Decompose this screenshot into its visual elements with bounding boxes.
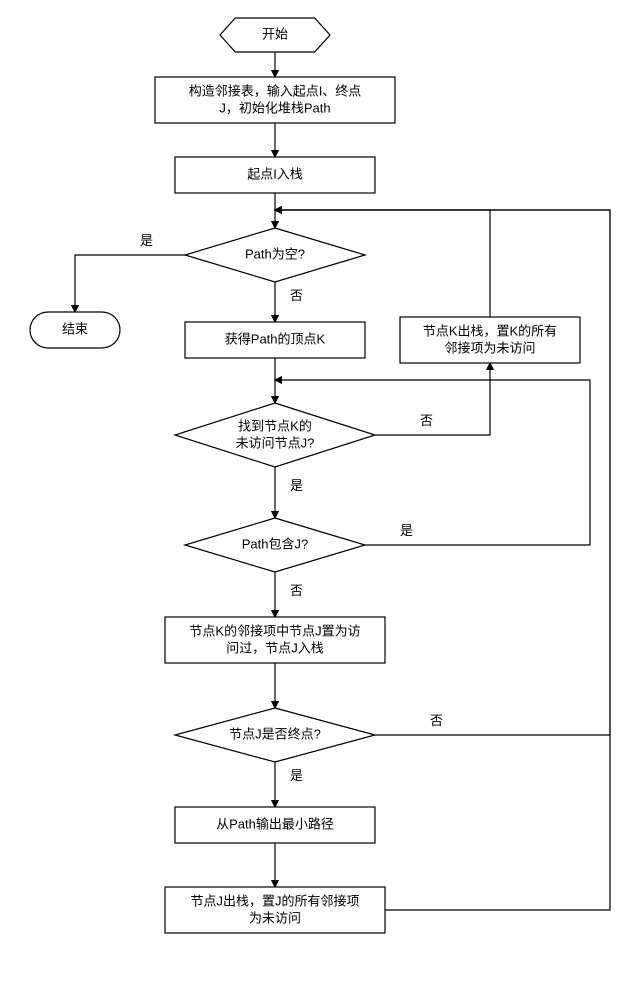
node-label: 节点J出栈，置J的所有邻接项 — [190, 893, 359, 908]
edge-label: 否 — [430, 713, 443, 728]
node-d4: 节点J是否终点? — [175, 708, 375, 762]
node-n7: 节点J出栈，置J的所有邻接项为未访问 — [165, 887, 385, 933]
nodes-group: 开始构造邻接表，输入起点I、终点 J，初始化堆栈Path 起点I入栈 Path为空? 结… — [30, 18, 580, 933]
node-n3: 获得Path的顶点K — [185, 322, 365, 358]
node-d3: Path包含J? — [185, 518, 365, 572]
node-label: 结束 — [62, 321, 88, 336]
node-start: 开始 — [220, 18, 330, 52]
edge-label: 否 — [290, 583, 303, 598]
edge-label: 是 — [400, 523, 413, 538]
node-label: Path包含J? — [242, 536, 308, 551]
edge-label: 否 — [420, 413, 433, 428]
node-d1: Path为空? — [185, 228, 365, 282]
node-label: 构造邻接表，输入起点I、终点 — [189, 83, 362, 98]
node-label: J，初始化堆栈Path — [219, 100, 330, 115]
node-label: 找到节点K的 — [238, 418, 312, 433]
node-n6: 从Path输出最小路径 — [175, 807, 375, 843]
edge-label: 是 — [290, 768, 303, 783]
node-label: Path为空? — [245, 246, 305, 261]
node-label: 节点K出栈，置K的所有 — [423, 323, 557, 338]
node-label: 从Path输出最小路径 — [216, 816, 334, 831]
node-end: 结束 — [30, 312, 120, 348]
node-label: 获得Path的顶点K — [225, 331, 326, 346]
node-label: 节点J是否终点? — [229, 726, 321, 741]
node-label: 起点I入栈 — [247, 166, 303, 181]
edge-label: 是 — [290, 478, 303, 493]
edge — [275, 380, 590, 545]
flowchart-canvas: 是否否是是否否是开始构造邻接表，输入起点I、终点J，初始化堆栈Path起点I入栈… — [0, 0, 628, 1000]
node-label: 问过，节点J入栈 — [226, 640, 324, 655]
node-n5: 节点K的邻接项中节点J置为访问过，节点J入栈 — [165, 617, 385, 663]
node-label: 邻接项为未访问 — [444, 340, 535, 355]
edge — [275, 210, 610, 910]
node-label: 未访问节点J? — [236, 435, 315, 450]
node-label: 开始 — [262, 26, 288, 41]
edge-label: 是 — [140, 233, 153, 248]
edge — [75, 255, 185, 312]
node-label: 节点K的邻接项中节点J置为访 — [189, 623, 360, 638]
node-label: 为未访问 — [249, 910, 301, 925]
node-n1: 构造邻接表，输入起点I、终点 J，初始化堆栈Path — [155, 77, 395, 123]
edge-label: 否 — [290, 288, 303, 303]
node-n2: 起点I入栈 — [175, 157, 375, 193]
node-d2: 找到节点K的未访问节点J? — [175, 403, 375, 467]
node-n4: 节点K出栈，置K的所有邻接项为未访问 — [400, 317, 580, 363]
